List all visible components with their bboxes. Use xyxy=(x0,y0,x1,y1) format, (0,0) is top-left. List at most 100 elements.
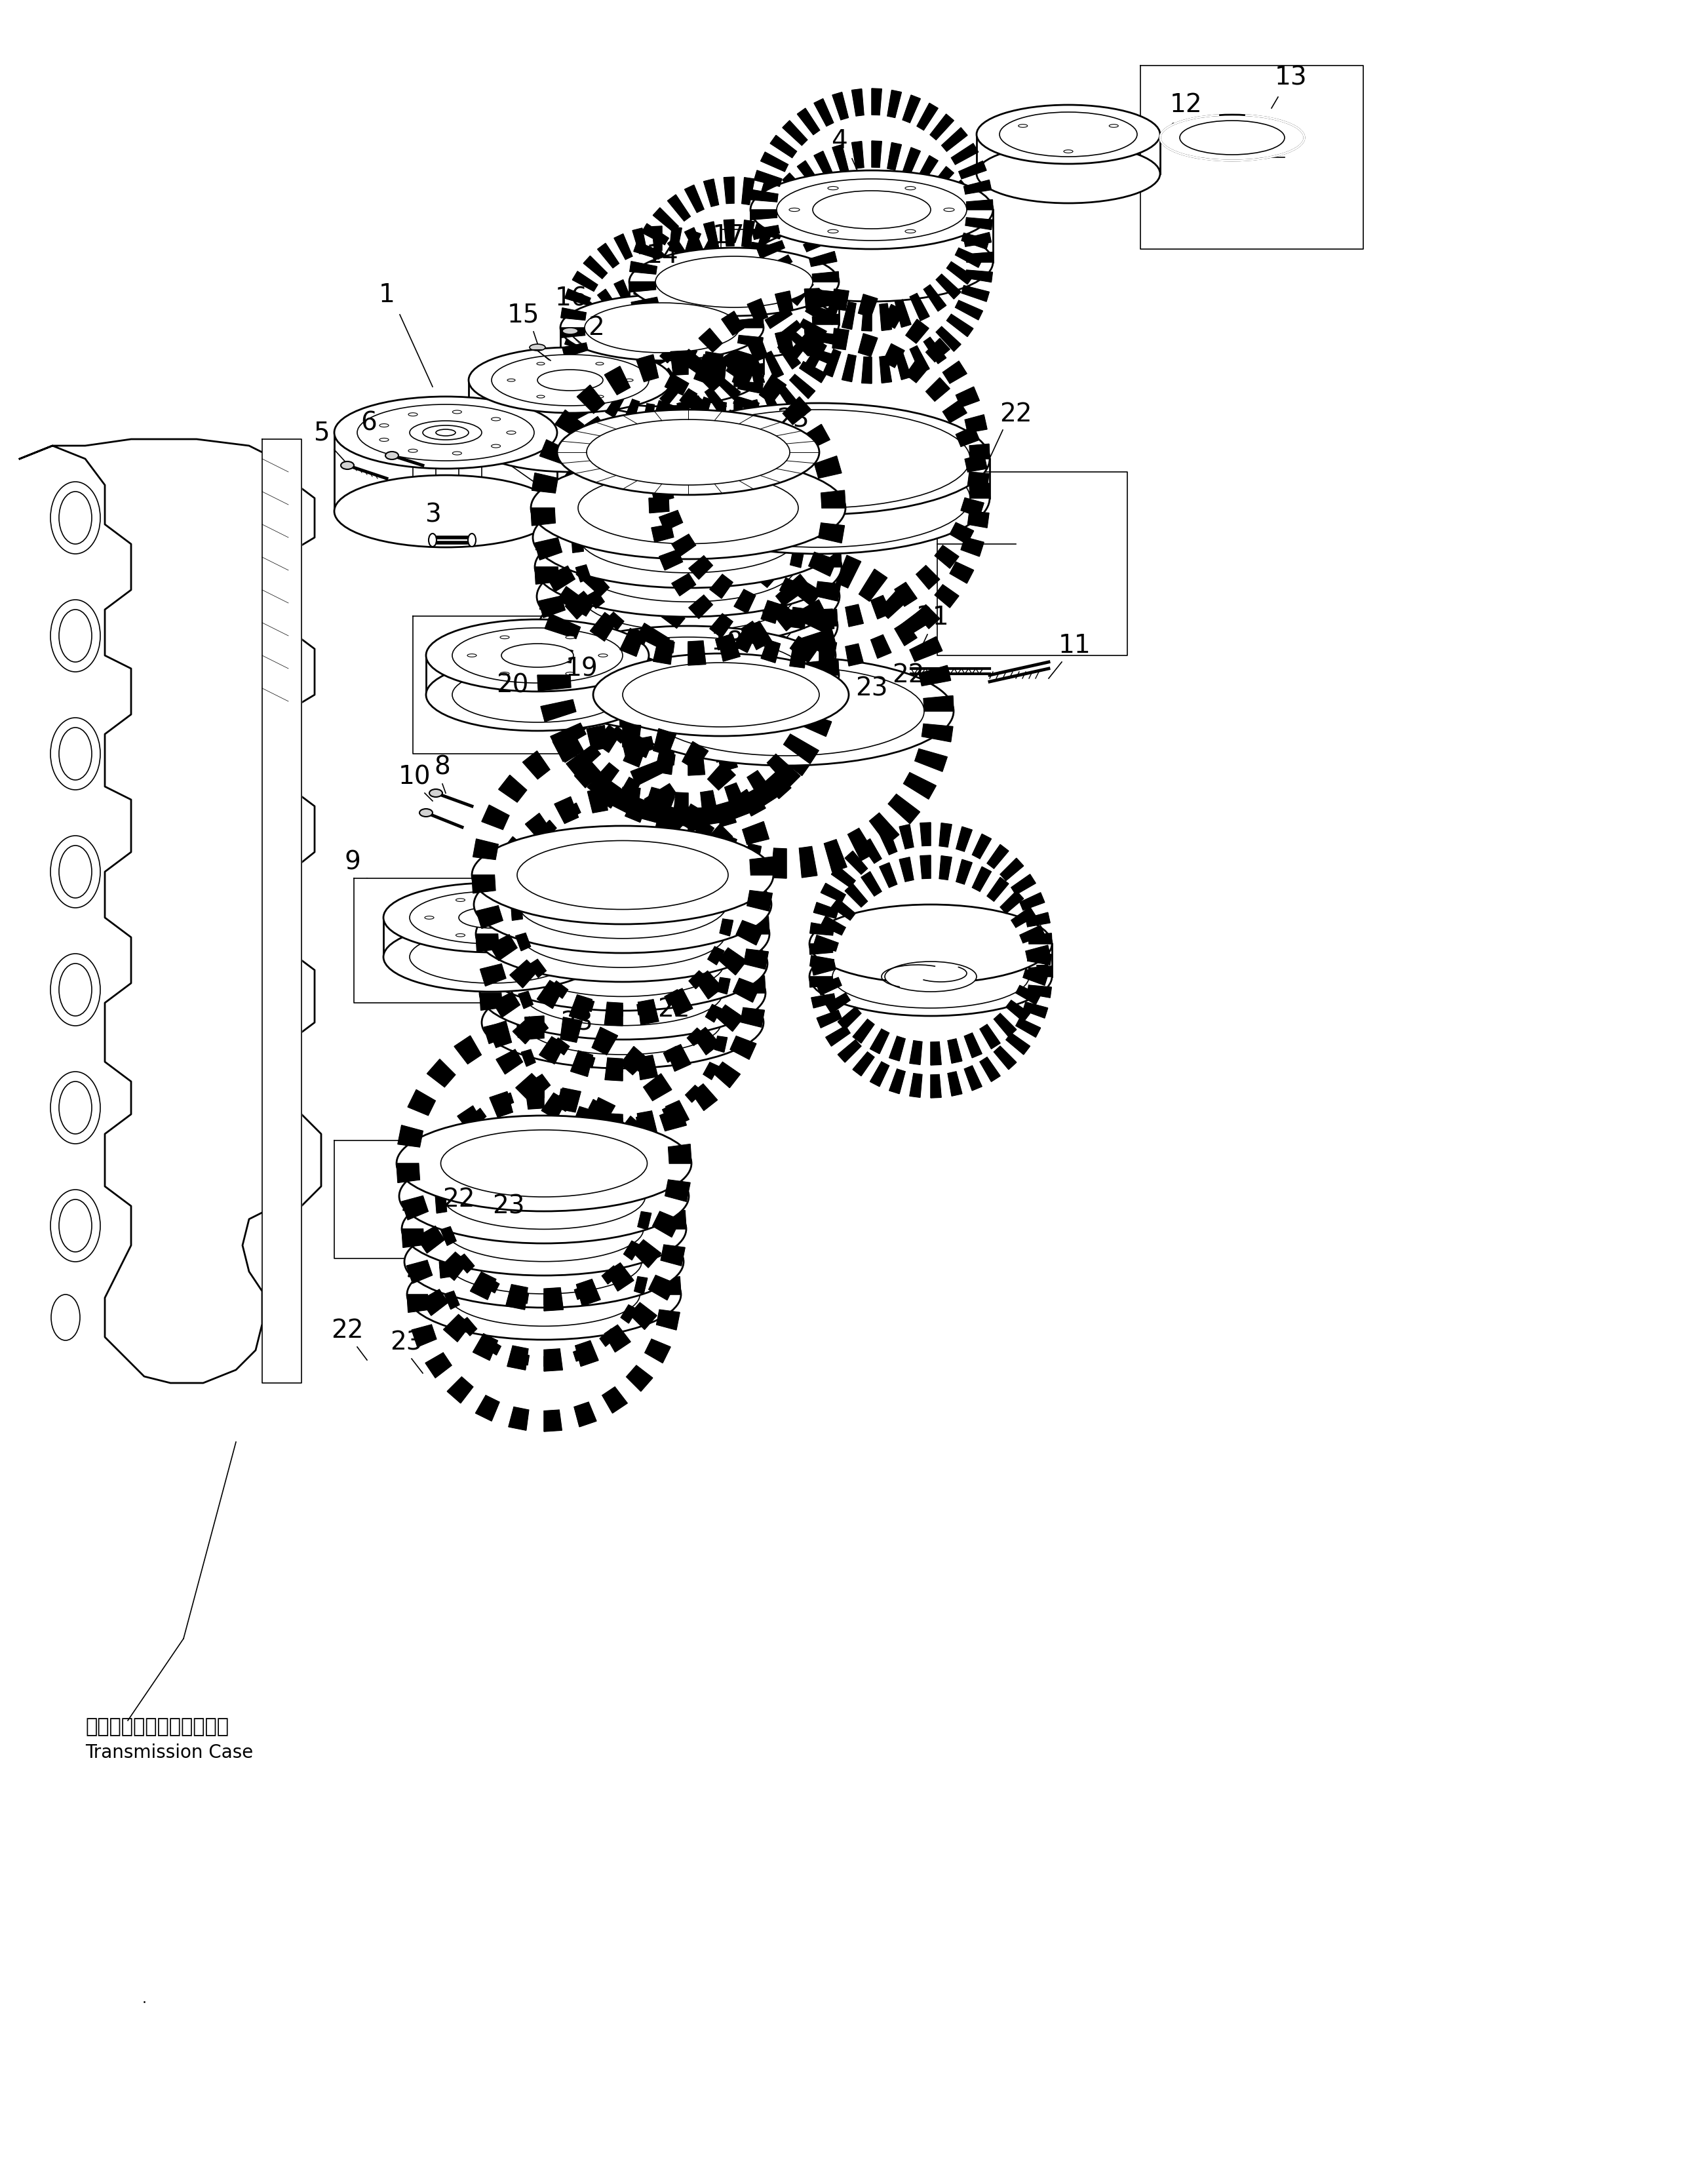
Polygon shape xyxy=(407,1295,429,1312)
Polygon shape xyxy=(724,783,750,818)
Polygon shape xyxy=(543,501,570,523)
Polygon shape xyxy=(707,763,736,789)
Ellipse shape xyxy=(477,885,769,981)
Ellipse shape xyxy=(649,443,989,554)
Ellipse shape xyxy=(478,916,767,1012)
Polygon shape xyxy=(456,1254,475,1273)
Polygon shape xyxy=(664,1210,687,1230)
Polygon shape xyxy=(688,643,704,654)
Polygon shape xyxy=(570,1051,593,1077)
Ellipse shape xyxy=(538,578,837,674)
Polygon shape xyxy=(630,761,663,785)
Polygon shape xyxy=(837,556,861,589)
Polygon shape xyxy=(524,905,540,922)
Polygon shape xyxy=(543,652,567,671)
Polygon shape xyxy=(576,562,610,595)
Polygon shape xyxy=(803,275,832,294)
Polygon shape xyxy=(926,338,950,362)
Polygon shape xyxy=(535,567,559,584)
Polygon shape xyxy=(815,150,834,179)
Polygon shape xyxy=(564,865,582,881)
Ellipse shape xyxy=(408,449,417,453)
Polygon shape xyxy=(671,534,695,556)
Ellipse shape xyxy=(629,290,839,358)
Polygon shape xyxy=(808,552,837,576)
Ellipse shape xyxy=(538,371,603,390)
Text: 23: 23 xyxy=(389,1330,422,1354)
Polygon shape xyxy=(461,1175,485,1201)
Ellipse shape xyxy=(60,846,92,898)
Polygon shape xyxy=(994,1046,1016,1070)
Polygon shape xyxy=(813,903,839,918)
Polygon shape xyxy=(685,227,704,255)
Polygon shape xyxy=(512,1016,540,1044)
Polygon shape xyxy=(577,1053,594,1068)
Polygon shape xyxy=(591,382,613,405)
Polygon shape xyxy=(654,401,678,421)
Polygon shape xyxy=(396,1164,420,1184)
Polygon shape xyxy=(746,889,772,911)
Polygon shape xyxy=(582,541,600,558)
Polygon shape xyxy=(526,813,552,841)
Polygon shape xyxy=(577,371,603,392)
Polygon shape xyxy=(659,695,675,708)
Polygon shape xyxy=(620,560,639,576)
Polygon shape xyxy=(888,794,921,824)
Polygon shape xyxy=(806,347,835,364)
Polygon shape xyxy=(588,591,605,608)
Polygon shape xyxy=(1028,985,1052,998)
Polygon shape xyxy=(711,979,724,996)
Polygon shape xyxy=(610,726,627,743)
Polygon shape xyxy=(880,589,910,619)
Polygon shape xyxy=(900,824,914,848)
Polygon shape xyxy=(560,353,586,366)
Ellipse shape xyxy=(51,953,101,1027)
Ellipse shape xyxy=(405,1216,683,1308)
Ellipse shape xyxy=(629,249,839,316)
Polygon shape xyxy=(680,349,704,373)
Polygon shape xyxy=(810,955,834,968)
Polygon shape xyxy=(630,303,658,316)
Polygon shape xyxy=(693,355,711,382)
Polygon shape xyxy=(559,1160,579,1182)
Polygon shape xyxy=(931,1075,941,1099)
Polygon shape xyxy=(822,916,845,935)
Polygon shape xyxy=(477,933,499,953)
Polygon shape xyxy=(963,181,991,194)
Polygon shape xyxy=(965,1066,982,1090)
Polygon shape xyxy=(921,822,931,846)
Polygon shape xyxy=(559,1158,576,1171)
Polygon shape xyxy=(439,1251,468,1280)
Polygon shape xyxy=(413,1158,439,1184)
Polygon shape xyxy=(644,486,661,501)
Ellipse shape xyxy=(620,656,953,765)
Polygon shape xyxy=(965,218,992,229)
Polygon shape xyxy=(782,120,808,146)
Polygon shape xyxy=(736,538,763,573)
Polygon shape xyxy=(654,750,675,774)
Polygon shape xyxy=(623,787,640,811)
Polygon shape xyxy=(451,1201,468,1219)
Polygon shape xyxy=(576,565,591,582)
Polygon shape xyxy=(775,573,810,606)
Polygon shape xyxy=(688,754,702,765)
Ellipse shape xyxy=(536,362,545,364)
Polygon shape xyxy=(514,964,524,979)
Polygon shape xyxy=(775,331,793,353)
Polygon shape xyxy=(813,935,839,950)
Polygon shape xyxy=(1011,874,1035,894)
Polygon shape xyxy=(663,1103,680,1118)
Polygon shape xyxy=(786,493,801,510)
Polygon shape xyxy=(447,1378,473,1404)
Polygon shape xyxy=(722,310,746,331)
Polygon shape xyxy=(543,1293,560,1306)
Polygon shape xyxy=(750,209,777,220)
Ellipse shape xyxy=(750,170,992,249)
Polygon shape xyxy=(815,98,834,126)
Ellipse shape xyxy=(536,547,840,645)
Ellipse shape xyxy=(446,1230,642,1295)
Polygon shape xyxy=(615,1186,640,1212)
Ellipse shape xyxy=(453,628,623,682)
Polygon shape xyxy=(798,109,820,135)
Polygon shape xyxy=(502,837,529,863)
